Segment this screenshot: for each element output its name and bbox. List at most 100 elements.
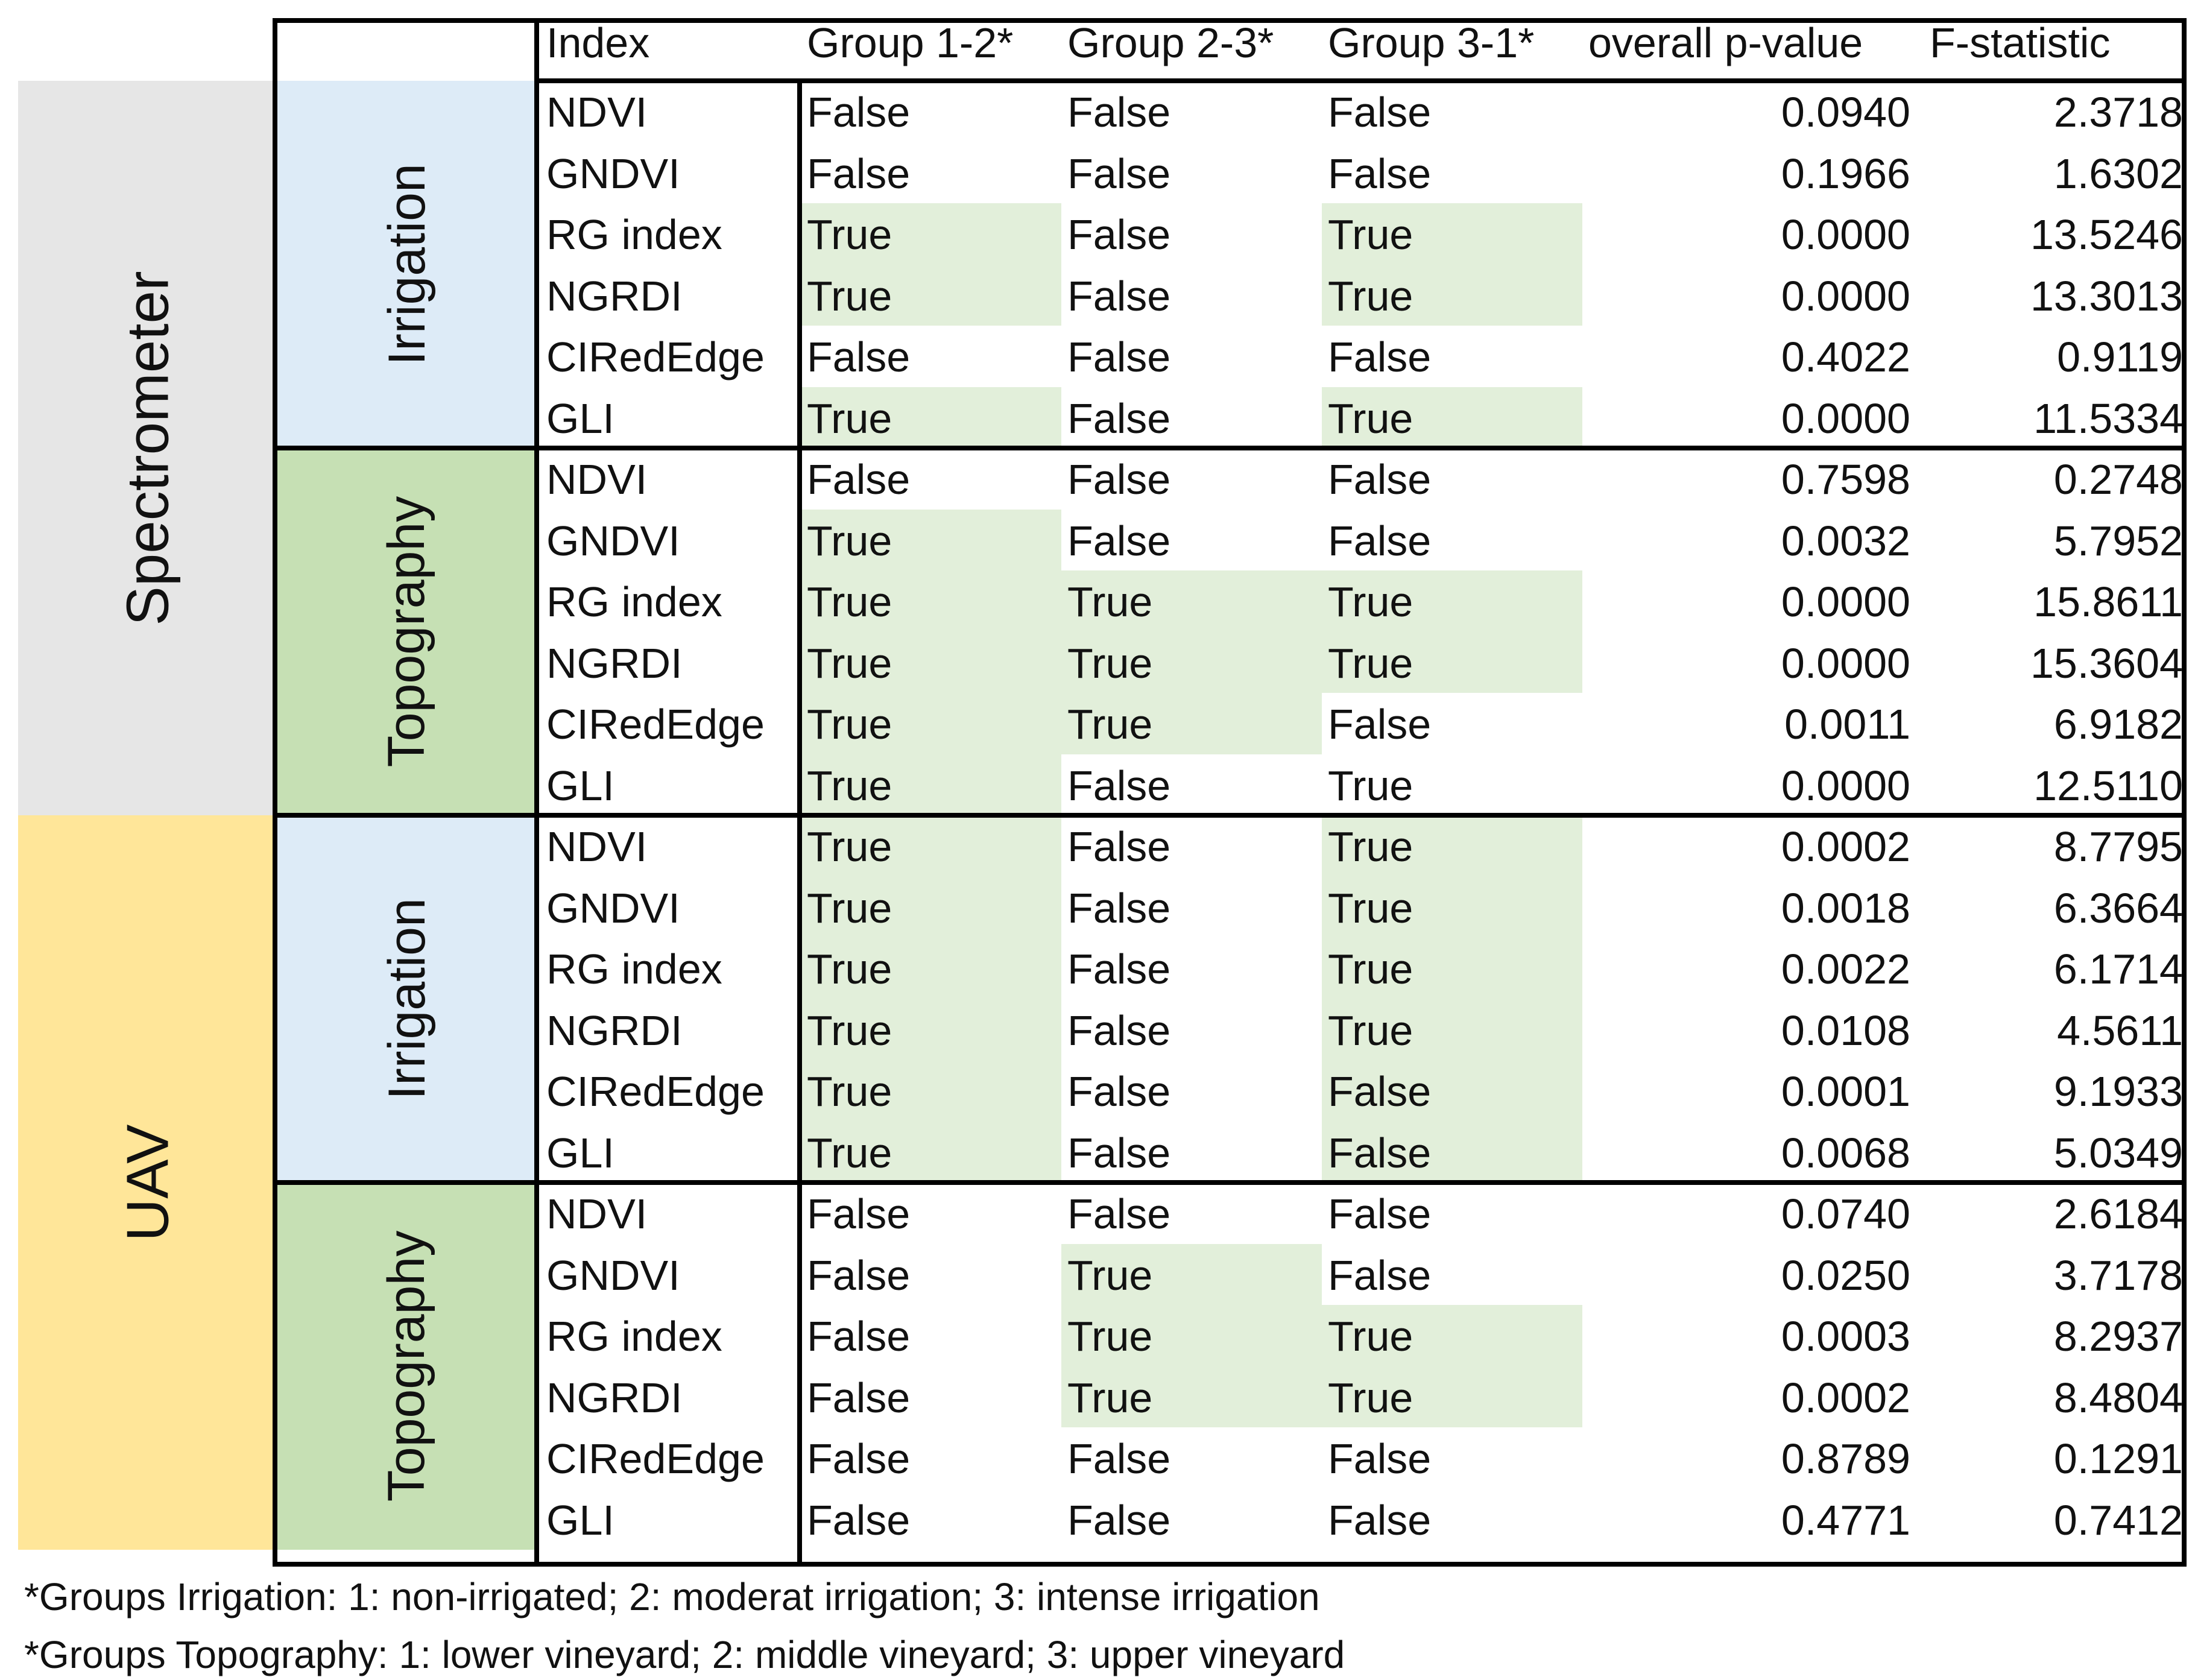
group-comparison-g31-cell: True bbox=[1328, 946, 1413, 993]
p-value-cell: 0.8789 bbox=[1781, 1435, 1910, 1482]
f-statistic-cell: 0.1291 bbox=[2053, 1435, 2183, 1482]
footnote-topography-groups: *Groups Topography: 1: lower vineyard; 2… bbox=[24, 1633, 1345, 1676]
group-comparison-g12-cell: True bbox=[807, 272, 892, 320]
p-value-cell: 0.0032 bbox=[1781, 517, 1910, 564]
group-comparison-g23-cell: False bbox=[1067, 272, 1171, 320]
header-group-3-1: Group 3-1* bbox=[1328, 19, 1535, 66]
group-comparison-g31-cell: False bbox=[1328, 1251, 1432, 1299]
index-name-cell: GNDVI bbox=[546, 1251, 680, 1299]
p-value-cell: 0.0001 bbox=[1781, 1068, 1910, 1115]
group-comparison-g12-cell: True bbox=[807, 1129, 892, 1176]
p-value-cell: 0.0068 bbox=[1781, 1129, 1910, 1176]
significant-cell-highlight bbox=[1061, 1305, 1322, 1366]
p-value-cell: 0.0000 bbox=[1781, 762, 1910, 809]
p-value-cell: 0.0000 bbox=[1781, 394, 1910, 442]
index-name-cell: NGRDI bbox=[546, 1006, 683, 1054]
group-name: Irrigation bbox=[377, 163, 436, 365]
significant-cell-highlight bbox=[801, 570, 1061, 632]
index-name-cell: NGRDI bbox=[546, 272, 683, 320]
group-comparison-g23-cell: False bbox=[1067, 1435, 1171, 1482]
f-statistic-cell: 5.0349 bbox=[2053, 1129, 2183, 1176]
group-comparison-g31-cell: False bbox=[1328, 333, 1432, 381]
p-value-cell: 0.0002 bbox=[1781, 823, 1910, 870]
group-comparison-g31-cell: True bbox=[1328, 762, 1413, 809]
group-comparison-g31-cell: True bbox=[1328, 823, 1413, 870]
column-divider-group bbox=[534, 18, 539, 1562]
significant-cell-highlight bbox=[801, 264, 1061, 326]
p-value-cell: 0.7598 bbox=[1781, 456, 1910, 503]
group-comparison-g23-cell: True bbox=[1067, 701, 1153, 748]
f-statistic-cell: 3.7178 bbox=[2053, 1251, 2183, 1299]
group-comparison-g23-cell: False bbox=[1067, 333, 1171, 381]
f-statistic-cell: 0.9119 bbox=[2057, 333, 2183, 381]
group-comparison-g12-cell: False bbox=[807, 456, 911, 503]
p-value-cell: 0.1966 bbox=[1781, 150, 1910, 197]
significant-cell-highlight bbox=[801, 1060, 1061, 1122]
p-value-cell: 0.4022 bbox=[1781, 333, 1910, 381]
group-comparison-g12-cell: False bbox=[807, 333, 911, 381]
group-comparison-g31-cell: False bbox=[1328, 517, 1432, 564]
f-statistic-cell: 2.3718 bbox=[2053, 89, 2183, 136]
table-border-right bbox=[2182, 18, 2187, 1567]
significant-cell-highlight bbox=[801, 1121, 1061, 1183]
p-value-cell: 0.0000 bbox=[1781, 578, 1910, 625]
f-statistic-cell: 6.1714 bbox=[2053, 946, 2183, 993]
f-statistic-cell: 8.7795 bbox=[2053, 823, 2183, 870]
p-value-cell: 0.0003 bbox=[1781, 1313, 1910, 1360]
index-name-cell: GNDVI bbox=[546, 150, 680, 197]
f-statistic-cell: 15.8611 bbox=[2033, 578, 2183, 625]
group-comparison-g23-cell: True bbox=[1067, 1313, 1153, 1360]
group-comparison-g12-cell: True bbox=[807, 762, 892, 809]
group-comparison-g31-cell: True bbox=[1328, 211, 1413, 258]
p-value-cell: 0.0000 bbox=[1781, 639, 1910, 687]
index-name-cell: NDVI bbox=[546, 456, 648, 503]
significant-cell-highlight bbox=[1322, 570, 1582, 632]
index-name-cell: NGRDI bbox=[546, 1374, 683, 1421]
index-name-cell: NDVI bbox=[546, 89, 648, 136]
significant-cell-highlight bbox=[1322, 999, 1582, 1060]
p-value-cell: 0.4771 bbox=[1781, 1496, 1910, 1544]
group-comparison-g31-cell: True bbox=[1328, 394, 1413, 442]
group-comparison-g12-cell: True bbox=[807, 211, 892, 258]
f-statistic-cell: 1.6302 bbox=[2053, 150, 2183, 197]
index-name-cell: CIRedEdge bbox=[546, 701, 765, 748]
sensor-label-uav: UAV bbox=[18, 815, 277, 1550]
index-name-cell: RG index bbox=[546, 211, 722, 258]
group-comparison-g31-cell: False bbox=[1328, 1496, 1432, 1544]
significant-cell-highlight bbox=[1322, 815, 1582, 877]
f-statistic-cell: 8.2937 bbox=[2053, 1313, 2183, 1360]
f-statistic-cell: 8.4804 bbox=[2053, 1374, 2183, 1421]
index-name-cell: GNDVI bbox=[546, 884, 680, 932]
group-comparison-g31-cell: False bbox=[1328, 456, 1432, 503]
significant-cell-highlight bbox=[1322, 1366, 1582, 1427]
group-comparison-g23-cell: True bbox=[1067, 1374, 1153, 1421]
group-comparison-g23-cell: False bbox=[1067, 1129, 1171, 1176]
group-comparison-g12-cell: False bbox=[807, 1374, 911, 1421]
table-border-left bbox=[273, 18, 277, 1562]
sensor-name: Spectrometer bbox=[114, 270, 181, 626]
group-comparison-g31-cell: False bbox=[1328, 701, 1432, 748]
significant-cell-highlight bbox=[801, 999, 1061, 1060]
significant-cell-highlight bbox=[1061, 631, 1322, 693]
group-comparison-g31-cell: True bbox=[1328, 1374, 1413, 1421]
group-comparison-g31-cell: True bbox=[1328, 272, 1413, 320]
p-value-cell: 0.0000 bbox=[1781, 272, 1910, 320]
group-comparison-g23-cell: False bbox=[1067, 946, 1171, 993]
group-comparison-g12-cell: False bbox=[807, 1435, 911, 1482]
index-name-cell: GLI bbox=[546, 1496, 614, 1544]
p-value-cell: 0.0740 bbox=[1781, 1190, 1910, 1237]
group-comparison-g31-cell: False bbox=[1328, 1190, 1432, 1237]
group-comparison-g23-cell: False bbox=[1067, 517, 1171, 564]
p-value-cell: 0.0011 bbox=[1784, 701, 1910, 748]
significant-cell-highlight bbox=[801, 693, 1061, 754]
group-comparison-g23-cell: False bbox=[1067, 762, 1171, 809]
f-statistic-cell: 9.1933 bbox=[2053, 1068, 2183, 1115]
header-index: Index bbox=[546, 19, 650, 66]
significant-cell-highlight bbox=[1322, 938, 1582, 999]
sensor-label-spectrometer: Spectrometer bbox=[18, 81, 277, 815]
p-value-cell: 0.0000 bbox=[1781, 211, 1910, 258]
significant-cell-highlight bbox=[1061, 1243, 1322, 1305]
index-name-cell: RG index bbox=[546, 578, 722, 625]
group-comparison-g31-cell: True bbox=[1328, 578, 1413, 625]
